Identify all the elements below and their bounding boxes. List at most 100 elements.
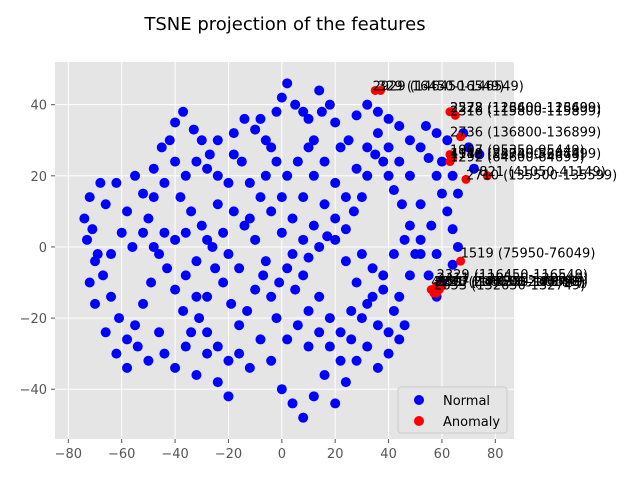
normal-point [388, 305, 399, 316]
normal-point [274, 277, 285, 288]
anomaly-annotations: 2272 (113600-113699)2528 (126400-126499)… [373, 79, 618, 293]
normal-point [322, 231, 333, 242]
normal-point [100, 199, 111, 210]
normal-point [178, 106, 189, 117]
normal-point [250, 124, 261, 135]
normal-point [308, 391, 319, 402]
normal-point [287, 249, 298, 260]
normal-point [260, 135, 271, 146]
normal-point [218, 227, 229, 238]
normal-point [202, 234, 213, 245]
normal-point [202, 348, 213, 359]
y-tick-label: −40 [20, 383, 47, 398]
normal-point [175, 192, 186, 203]
y-tick-label: 20 [30, 170, 47, 185]
normal-point [436, 188, 447, 199]
normal-point [314, 327, 325, 338]
normal-point [314, 291, 325, 302]
normal-point [191, 291, 202, 302]
normal-point [223, 249, 234, 260]
normal-point [154, 249, 165, 260]
normal-point [159, 177, 170, 188]
normal-point [111, 348, 122, 359]
normal-point [143, 213, 154, 224]
normal-point [242, 305, 253, 316]
normal-point [111, 177, 122, 188]
normal-point [98, 270, 109, 281]
normal-point [194, 313, 205, 324]
normal-point [106, 249, 117, 260]
annotation-label: 2929 (146450-146549) [373, 79, 524, 94]
normal-point [298, 106, 309, 117]
normal-point [154, 327, 165, 338]
normal-point [95, 177, 106, 188]
normal-point [122, 206, 133, 217]
normal-point [420, 121, 431, 132]
normal-point [356, 313, 367, 324]
normal-point [308, 220, 319, 231]
normal-point [298, 234, 309, 245]
normal-point [276, 92, 287, 103]
normal-point [351, 277, 362, 288]
normal-point [212, 135, 223, 146]
normal-point [282, 78, 293, 89]
normal-point [122, 334, 133, 345]
normal-point [191, 156, 202, 167]
normal-point [351, 110, 362, 121]
normal-point [335, 355, 346, 366]
normal-point [431, 170, 442, 181]
normal-point [106, 291, 117, 302]
legend-marker-anomaly [414, 416, 424, 426]
normal-point [330, 234, 341, 245]
normal-point [258, 270, 269, 281]
normal-series [79, 78, 485, 423]
annotation-label: 329 (16450-16549) [378, 79, 505, 94]
normal-point [170, 284, 181, 295]
normal-point [202, 291, 213, 302]
normal-point [447, 170, 458, 181]
anomaly-point [461, 174, 471, 184]
normal-point [308, 170, 319, 181]
normal-point [191, 369, 202, 380]
legend-label-anomaly: Anomaly [443, 415, 500, 430]
x-tick-label: −80 [55, 447, 82, 462]
normal-point [114, 313, 125, 324]
normal-point [138, 298, 149, 309]
normal-point [367, 291, 378, 302]
normal-point [138, 227, 149, 238]
normal-point [447, 259, 458, 270]
normal-point [212, 199, 223, 210]
normal-point [383, 327, 394, 338]
normal-point [372, 106, 383, 117]
annotation-label: 2411 (120550-120649) [437, 272, 588, 287]
normal-point [162, 263, 173, 274]
normal-point [287, 398, 298, 409]
normal-point [170, 156, 181, 167]
normal-point [127, 241, 138, 252]
normal-point [362, 170, 373, 181]
anomaly-point [445, 157, 455, 167]
normal-point [463, 142, 474, 153]
normal-point [362, 142, 373, 153]
normal-point [180, 270, 191, 281]
normal-point [431, 249, 442, 260]
annotation-label: 3210 (160500-160599) [434, 275, 585, 290]
normal-point [356, 249, 367, 260]
annotation-label: 3507 (175350-175449) [437, 275, 588, 290]
normal-point [442, 135, 453, 146]
normal-point [271, 156, 282, 167]
normal-point [287, 213, 298, 224]
normal-point [271, 313, 282, 324]
normal-point [292, 320, 303, 331]
normal-point [351, 355, 362, 366]
y-tick-label: 0 [39, 241, 47, 256]
normal-point [244, 362, 255, 373]
normal-point [303, 305, 314, 316]
normal-point [343, 135, 354, 146]
normal-point [223, 177, 234, 188]
normal-point [431, 128, 442, 139]
normal-point [351, 163, 362, 174]
anomaly-series [370, 85, 492, 298]
normal-point [266, 291, 277, 302]
normal-point [164, 135, 175, 146]
